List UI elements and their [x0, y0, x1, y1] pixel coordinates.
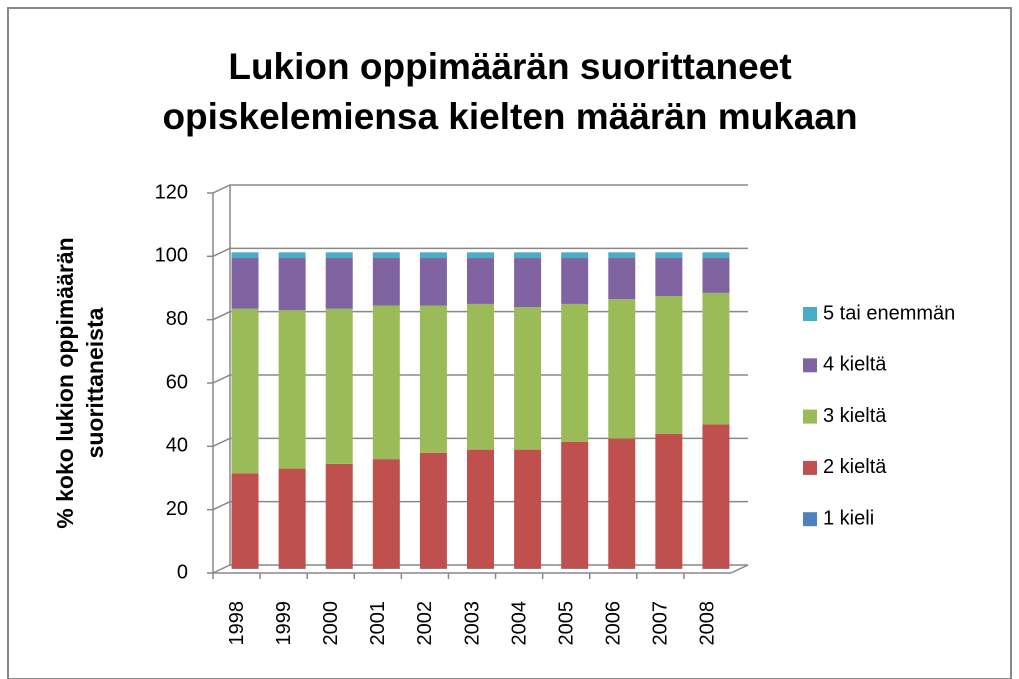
- bar-segment: [561, 258, 589, 304]
- bar-segment: [278, 252, 306, 259]
- bar-segment: [655, 568, 683, 569]
- bar-segment: [372, 459, 400, 569]
- y-tick-label: 20: [166, 498, 188, 520]
- bar-segment: [231, 258, 259, 309]
- bar-segment: [608, 438, 636, 569]
- y-tick-label: 120: [155, 181, 188, 203]
- bar-segment: [608, 258, 636, 300]
- bar-segment: [561, 303, 589, 442]
- x-tick-label: 2008: [697, 601, 719, 646]
- bar-segment: [231, 252, 259, 259]
- bar-segment: [467, 252, 494, 259]
- legend-label: 3 kieltä: [823, 405, 887, 427]
- x-tick-label: 2007: [650, 601, 672, 646]
- bar-segment: [514, 252, 542, 259]
- bar-segment: [231, 473, 259, 569]
- legend-swatch: [803, 358, 817, 373]
- bar-segment: [561, 252, 589, 259]
- x-tick-label: 2001: [367, 601, 389, 646]
- bar-segment: [467, 258, 494, 304]
- bar-segment: [278, 468, 306, 569]
- x-tick-label: 1999: [273, 601, 295, 646]
- bar-segment: [419, 252, 447, 259]
- bar-segment: [702, 568, 730, 569]
- bar-segment: [608, 568, 636, 569]
- bar-segment: [702, 424, 730, 569]
- bar-segment: [372, 258, 400, 306]
- bar-segment: [372, 568, 400, 569]
- floor-right: [730, 564, 749, 574]
- bar-segment: [467, 568, 494, 569]
- legend-swatch: [803, 307, 817, 321]
- grid-line: [212, 184, 748, 194]
- bar-segment: [419, 258, 447, 306]
- bar-segment: [514, 449, 542, 569]
- bar-segment: [655, 296, 683, 434]
- bar-segment: [278, 310, 306, 469]
- bar-segment: [467, 449, 494, 569]
- y-tick-label: 60: [166, 371, 188, 393]
- legend-label: 4 kieltä: [823, 354, 887, 376]
- bar-segment: [655, 252, 683, 259]
- x-tick-label: 2004: [508, 601, 530, 646]
- bar-segment: [419, 452, 447, 569]
- y-tick-label: 100: [155, 245, 188, 267]
- x-tick-label: 1998: [226, 601, 248, 646]
- legend-label: 5 tai enemmän: [823, 302, 955, 324]
- bar-segment: [231, 568, 259, 569]
- bar-segment: [325, 568, 353, 569]
- bar-segment: [231, 308, 259, 474]
- bar-segment: [514, 307, 542, 450]
- legend-swatch: [803, 460, 817, 475]
- y-tick-label: 0: [177, 561, 188, 583]
- bar-segment: [655, 258, 683, 297]
- bar-segment: [325, 258, 353, 309]
- bar-segment: [325, 308, 353, 464]
- bar-segment: [561, 568, 589, 569]
- x-tick-label: 2003: [461, 601, 483, 646]
- chart-border: [7, 7, 1012, 679]
- bar-segment: [325, 463, 353, 569]
- bar-segment: [514, 258, 542, 308]
- bar-segment: [702, 258, 730, 293]
- bar-segment: [278, 258, 306, 311]
- legend-swatch: [803, 409, 817, 424]
- legend-label: 2 kieltä: [823, 456, 887, 478]
- bar-segment: [419, 305, 447, 453]
- bar-segment: [325, 252, 353, 259]
- bar-segment: [372, 305, 400, 460]
- x-tick-label: 2000: [320, 601, 342, 646]
- legend-label: 1 kieli: [823, 507, 874, 529]
- x-tick-label: 2006: [603, 601, 625, 646]
- x-tick-label: 2002: [414, 601, 436, 646]
- y-axis-label: % koko lukion oppimäärän suorittaneista: [52, 237, 108, 529]
- bar-segment: [655, 433, 683, 569]
- grid-line: [212, 247, 748, 258]
- y-tick-label: 80: [166, 308, 188, 330]
- bar-segment: [278, 568, 306, 569]
- bar-segment: [702, 252, 730, 259]
- bar-segment: [702, 292, 730, 425]
- bar-segment: [372, 252, 400, 259]
- bar-segment: [514, 568, 542, 569]
- bar-segment: [467, 303, 494, 450]
- bar-segment: [419, 568, 447, 569]
- bar-segment: [561, 441, 589, 569]
- x-tick-label: 2005: [555, 601, 577, 646]
- chart-title: Lukion oppimäärän suorittaneet opiskelem…: [162, 46, 858, 137]
- legend-swatch: [803, 512, 817, 527]
- bar-segment: [608, 252, 636, 259]
- bar-segment: [608, 299, 636, 439]
- y-tick-label: 40: [166, 435, 188, 457]
